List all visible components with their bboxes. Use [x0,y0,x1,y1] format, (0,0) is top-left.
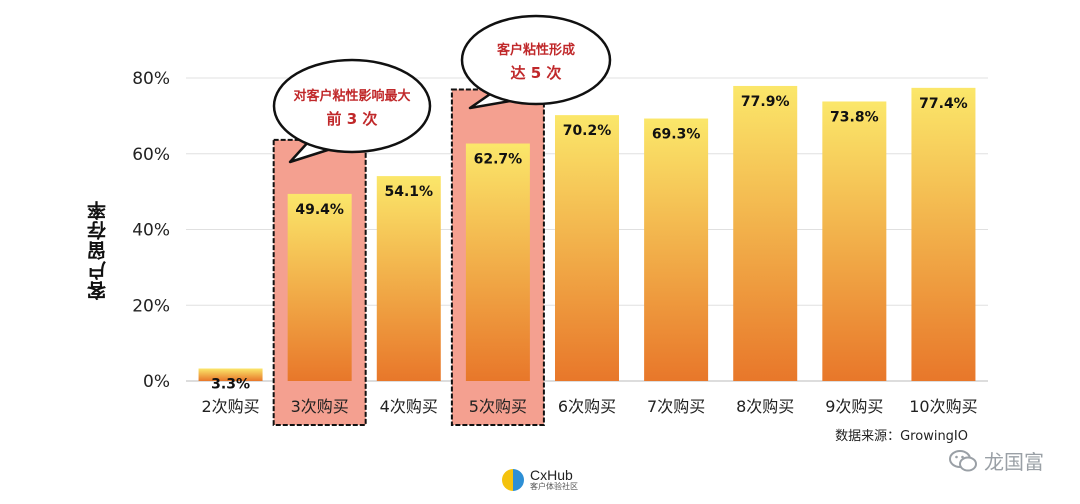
x-tick-label: 7次购买 [647,397,705,416]
logo-name: CxHub [530,467,573,483]
y-tick-label: 60% [132,145,170,165]
x-tick-label: 6次购买 [558,397,616,416]
logo-subtitle: 客户体验社区 [530,481,578,491]
bar [733,85,798,382]
watermark: 龙国富 [948,446,1044,475]
wechat-icon [949,449,977,471]
bar [555,115,619,382]
bars: 3.3% 49.4% 54.1% 62.7% 70.2% 69.3% 77.9% 73.8% 7… [198,85,976,393]
bar-value-label: 49.4% [295,202,344,218]
x-tick-label: 8次购买 [736,397,794,416]
bar [287,193,352,381]
bar [911,87,976,381]
bar [465,143,530,381]
y-tick-label: 40% [132,221,170,241]
bar-value-label: 77.4% [919,96,968,112]
bar [822,101,887,382]
y-axis-label: 客户留存率 [87,200,109,300]
bar [644,118,709,382]
bar-value-label: 54.1% [384,184,433,200]
y-tick-labels: 0% 20% 40% 60% 80% [132,69,170,392]
bubble-text: 客户粘性形成 [497,42,575,58]
bubble-text: 对客户粘性影响最大 [293,88,410,104]
x-tick-label: 5次购买 [469,397,527,416]
bar-value-label: 62.7% [474,152,523,168]
bar-value-label: 3.3% [211,377,250,393]
x-tick-labels: 2次购买 3次购买 4次购买 5次购买 6次购买 7次购买 8次购买 9次购买 10次购买 [201,397,977,416]
bubble-fill [464,18,608,102]
x-tick-label: 9次购买 [825,397,883,416]
cxhub-logo-icon [502,468,524,491]
bubble-text: 达 5 次 [511,64,562,82]
x-tick-label: 4次购买 [380,397,438,416]
bar-value-label: 73.8% [830,109,879,125]
bubble-text: 前 3 次 [327,110,378,128]
bar [198,368,263,381]
bar-value-label: 69.3% [652,127,701,143]
x-tick-label: 3次购买 [291,397,349,416]
bubble-fill [276,62,428,150]
y-tick-label: 80% [132,69,170,89]
y-tick-label: 0% [143,372,170,392]
x-tick-label: 10次购买 [909,397,977,416]
y-tick-label: 20% [132,296,170,316]
bar [376,176,441,381]
bar-value-label: 70.2% [563,123,612,139]
bar-value-label: 77.9% [741,94,790,110]
cxhub-logo: CxHub 客户体验社区 [502,468,578,491]
x-tick-label: 2次购买 [201,397,259,416]
watermark-text: 龙国富 [984,450,1044,474]
source-note: 数据来源：GrowingIO [835,429,968,444]
